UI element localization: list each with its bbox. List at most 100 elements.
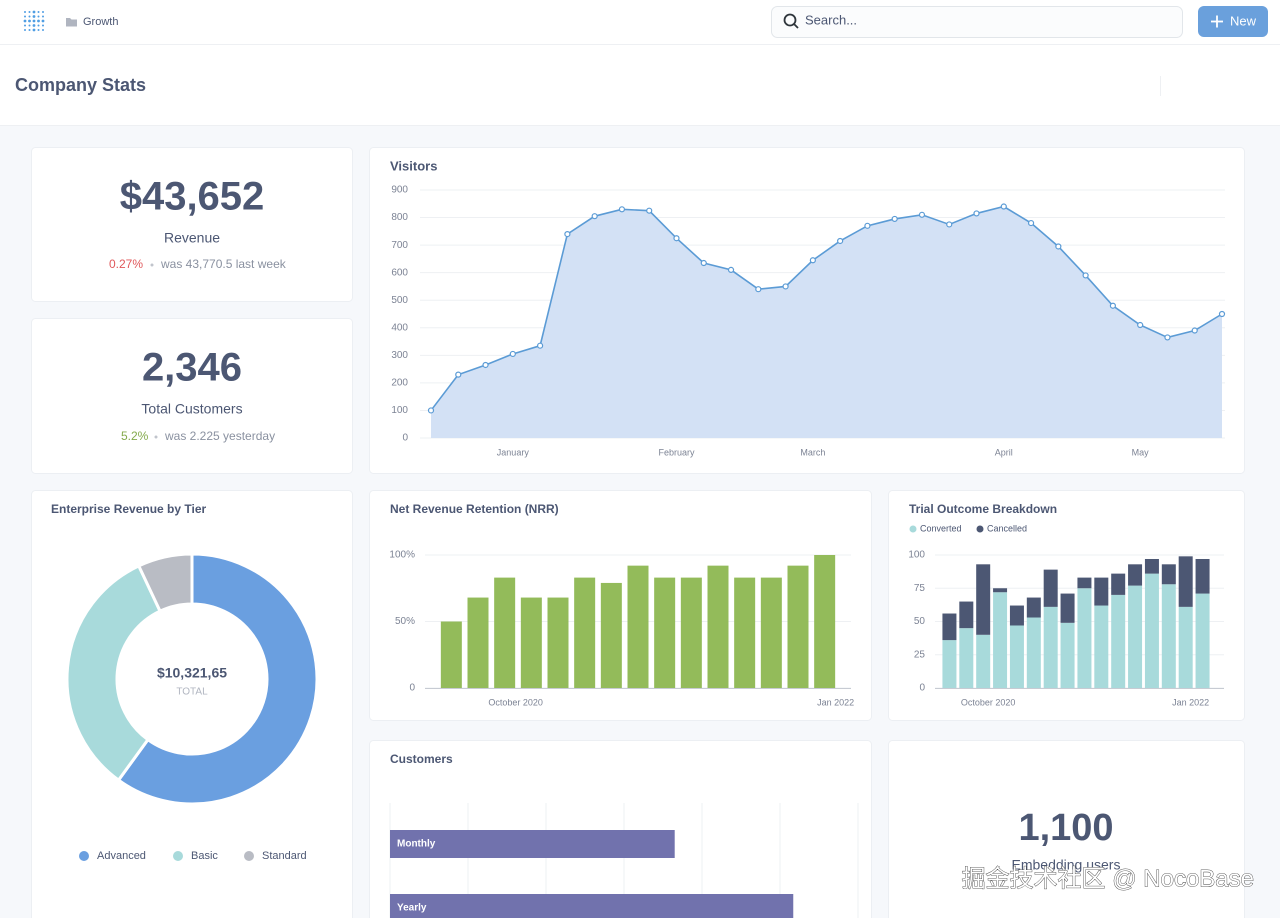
bar-segment [1111,594,1126,688]
bar [440,621,462,688]
point [1109,302,1116,309]
new-button[interactable] [1198,6,1268,37]
bar-segment [1077,588,1092,688]
bar [574,577,596,688]
folder-icon [66,18,77,27]
card [369,740,872,918]
point [509,350,516,358]
logo-dot [32,10,36,14]
point [864,222,871,229]
bar-segment [942,640,957,688]
breadcrumb[interactable]: Growth [83,16,118,28]
point [782,283,789,290]
search-icon [783,13,797,27]
bar-segment [1026,617,1041,688]
logo-dot [42,24,44,27]
card [888,740,1245,918]
search-box[interactable] [771,6,1183,38]
point [1082,272,1089,279]
logo-dot [37,24,40,27]
logo-dot [37,11,40,13]
bar-segment [959,601,974,629]
chart-title: Net Revenue Retention (NRR) [390,502,559,516]
bar-segment [1094,577,1109,606]
logo-dot [42,29,44,31]
y-tick-label: 75 [914,583,926,594]
y-tick-label: 25 [914,649,926,660]
y-tick-label: 300 [391,350,408,361]
x-tick-label: October 2020 [961,697,1016,707]
kpi-comparison: was 43,770.5 last week [160,257,287,271]
bar [680,577,702,688]
legend-swatch [909,525,917,533]
bar-segment [1195,593,1210,688]
logo-dot [42,11,44,13]
logo-dot [37,15,40,18]
bar-segment [976,634,991,688]
kpi-change: 5.2% [121,429,149,443]
bar-segment [1128,585,1143,688]
logo-dot [32,15,36,18]
kpi-label: Revenue [164,230,220,246]
logo[interactable] [23,10,45,32]
bar-segment [1043,606,1058,688]
bar-segment [1161,564,1176,585]
bar-segment [1009,625,1024,688]
donut-slice [116,552,319,806]
bar-segment [1043,569,1058,607]
donut-slice [136,552,194,614]
bar-label: Yearly [397,903,427,914]
point [837,237,844,245]
new-button-label[interactable]: New [1230,13,1257,28]
logo-dot [28,24,31,27]
bar [547,597,569,688]
legend-label: Advanced [97,850,146,862]
point [1164,334,1171,341]
bar [654,577,676,688]
logo-dot [23,19,27,23]
y-tick-label: 100 [908,550,925,561]
kpi-change: 0.27% [109,257,143,271]
bar [707,565,729,688]
bar [390,830,675,858]
search-placeholder: Search... [805,12,857,27]
point [918,211,926,218]
point [891,215,898,223]
point [482,361,489,369]
legend-label: Basic [191,850,218,862]
x-tick-label: May [1132,447,1150,457]
bar-segment [1009,605,1024,626]
y-tick-label: 200 [391,378,408,389]
logo-dot [37,29,40,31]
legend-label: Standard [262,850,307,862]
title-bar [0,45,1280,125]
kpi-comparison: was 2.225 yesterday [164,429,275,443]
donut-center-value: $10,321,65 [157,665,227,681]
page-title: Company Stats [15,75,146,95]
donut-center-label: TOTAL [176,687,208,698]
legend-swatch [173,851,183,861]
logo-dot [28,19,31,23]
bar-segment [976,564,991,635]
y-tick-label: 400 [391,322,408,333]
line [430,205,1223,411]
y-tick-label: 0 [409,683,415,694]
point [1055,243,1062,250]
kpi-value: $43,652 [120,175,265,219]
x-tick-label: April [995,447,1013,457]
point [1191,327,1198,334]
separator [154,435,158,439]
logo-dot [24,24,26,27]
bar [467,597,489,688]
chart-title: Visitors [390,158,437,173]
legend-swatch [976,525,984,533]
x-tick-label: October 2020 [488,697,543,707]
bar-segment [1178,556,1193,607]
search-icon [793,23,799,29]
logo-dot [28,15,31,18]
logo-dot [28,29,31,31]
chart-title: Customers [390,752,453,766]
bar [814,555,836,688]
